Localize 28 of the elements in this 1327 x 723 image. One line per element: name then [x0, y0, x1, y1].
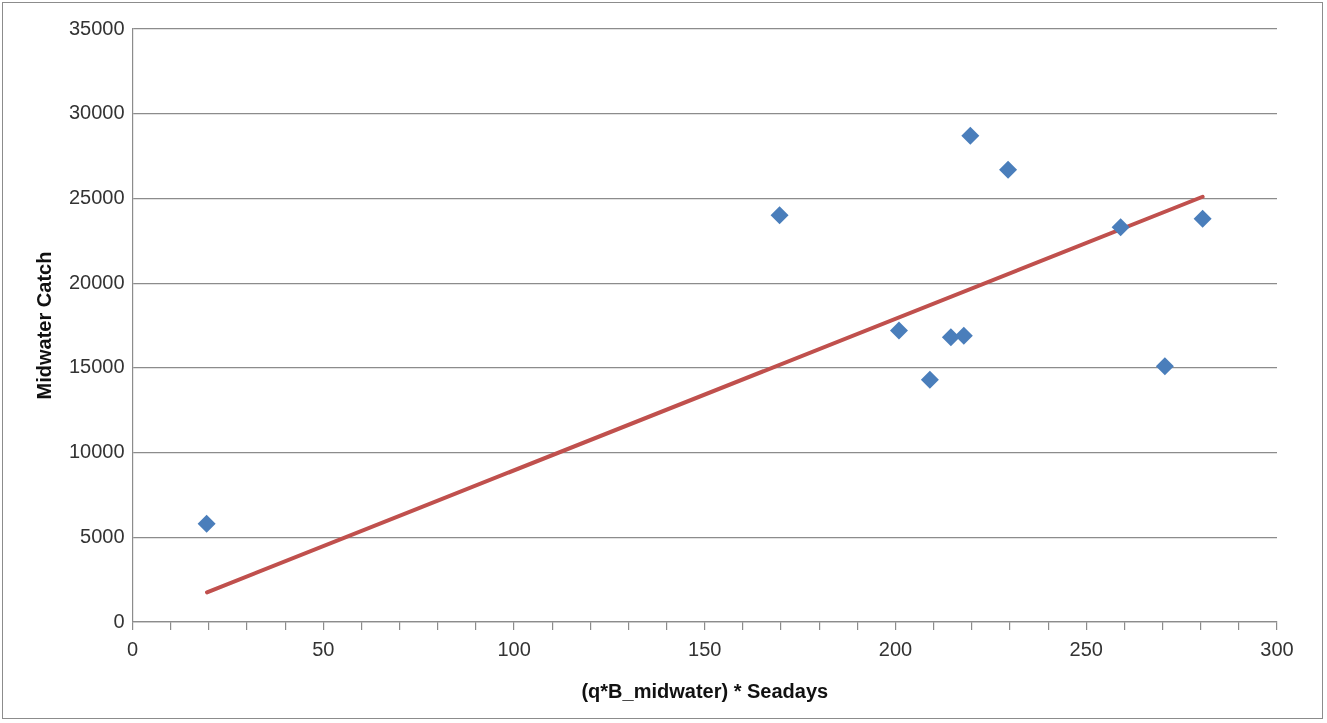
point	[770, 206, 789, 225]
x-tick-label: 250	[1069, 637, 1103, 660]
point	[999, 160, 1018, 179]
y-tick-label: 30000	[68, 101, 125, 124]
point	[1155, 357, 1174, 376]
y-tick-label: 35000	[68, 16, 125, 39]
y-tick-label: 15000	[68, 355, 125, 378]
y-tick-label: 10000	[68, 440, 125, 463]
y-axis-title: Midwater Catch	[32, 251, 55, 400]
y-tick-label: 5000	[80, 524, 125, 547]
point	[954, 326, 973, 345]
x-tick-label: 50	[312, 637, 335, 660]
x-tick-label: 200	[878, 637, 913, 660]
x-tick-label: 150	[688, 637, 722, 660]
x-tick-label: 0	[127, 637, 139, 660]
x-tick-label: 100	[497, 637, 531, 660]
x-axis-title: (q*B_midwater) * Seadays	[581, 679, 829, 702]
point	[1193, 209, 1212, 228]
point	[889, 321, 908, 340]
point	[920, 370, 939, 389]
y-tick-label: 0	[113, 609, 125, 632]
y-tick-label: 20000	[68, 270, 125, 293]
point	[1111, 218, 1130, 237]
point	[961, 126, 980, 145]
x-tick-label: 300	[1260, 637, 1294, 660]
point	[941, 328, 960, 347]
y-tick-label: 25000	[68, 185, 125, 208]
point	[197, 514, 216, 533]
